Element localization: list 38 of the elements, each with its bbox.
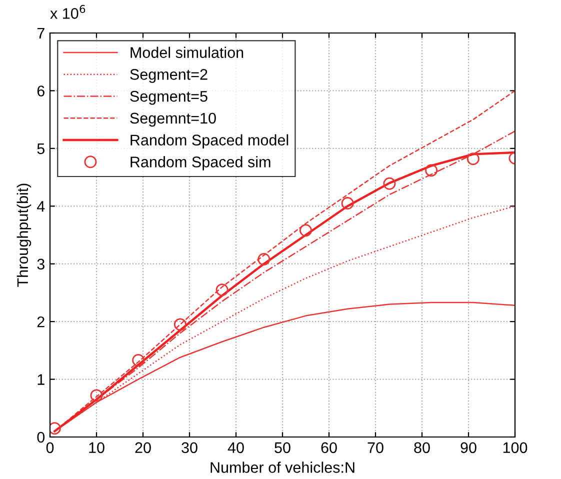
- x-tick-label: 60: [321, 442, 337, 454]
- x-tick-label: 20: [135, 442, 151, 454]
- y-tick-label: 2: [37, 316, 44, 328]
- y-tick-label: 6: [37, 86, 44, 96]
- x-tick-label: 0: [46, 442, 54, 454]
- y-tick-label: 0: [37, 432, 45, 443]
- legend-label: Segemnt=10: [130, 112, 216, 127]
- point: [300, 224, 312, 237]
- legend-label: Segment=2: [130, 69, 208, 83]
- point: [425, 164, 438, 177]
- y-axis-title: Throughput(bit): [16, 184, 32, 287]
- x-tick-label: 90: [460, 442, 476, 454]
- point: [466, 152, 480, 166]
- x-axis-title: Number of vehicles:N: [210, 462, 354, 473]
- point: [383, 177, 396, 190]
- legend-label: Random Spaced sim: [130, 156, 270, 170]
- y-tick-label: 3: [37, 258, 44, 270]
- text: x 10$^{6}$: [50, 4, 86, 19]
- point: [174, 318, 186, 331]
- point: [258, 252, 270, 266]
- x-tick-label: 100: [503, 442, 528, 454]
- x-tick-label: 40: [228, 442, 244, 454]
- x-tick-label: 10: [89, 442, 104, 454]
- point: [216, 284, 228, 296]
- x-tick-label: 50: [274, 442, 290, 454]
- y-tick-label: 7: [37, 28, 44, 39]
- y-tick-label: 4: [36, 201, 45, 212]
- x-tick-label: 70: [368, 442, 384, 454]
- y-tick-label: 1: [38, 374, 44, 385]
- legend-label: Segment=5: [130, 90, 208, 105]
- legend-label: Model simulation: [130, 46, 244, 58]
- legend-label: Random Spaced model: [130, 134, 288, 149]
- x-tick-label: 30: [182, 442, 198, 454]
- point: [132, 354, 145, 366]
- point: [90, 389, 103, 402]
- y-tick-label: 5: [37, 143, 44, 154]
- point: [341, 197, 354, 210]
- x-tick-label: 80: [414, 442, 430, 454]
